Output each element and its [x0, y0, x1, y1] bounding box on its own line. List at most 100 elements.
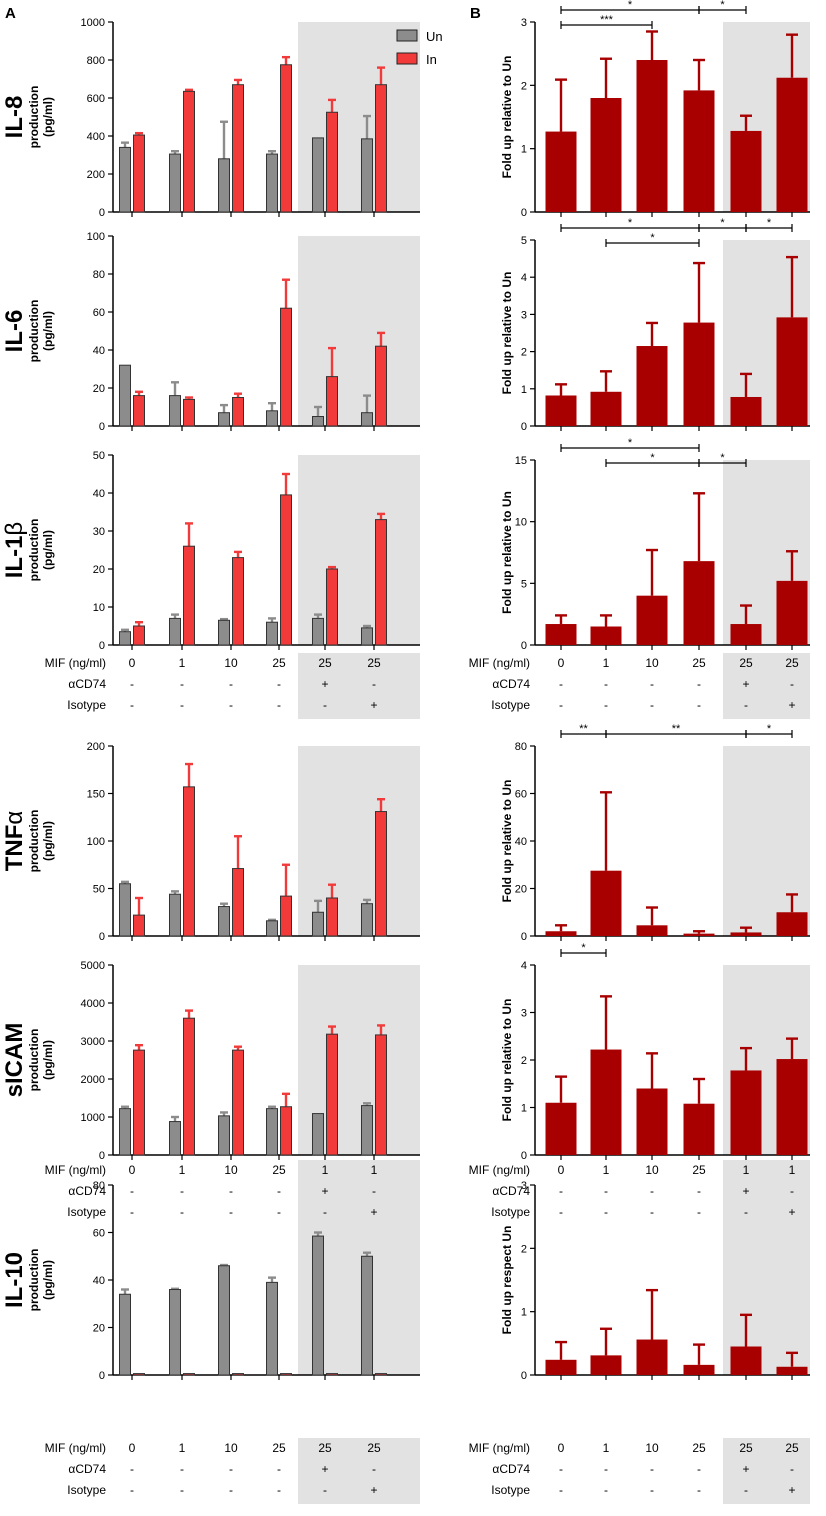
bar-in	[280, 895, 292, 937]
mif-value: 1	[603, 656, 610, 670]
bar-fold	[636, 346, 668, 426]
isotype-value: -	[650, 1205, 654, 1219]
sig-label: *	[628, 437, 633, 449]
cond-table-a-2: MIF (ng/ml) αCD74 Isotype 0 - - 1 - - 10 - - 25 - - 1 + -…	[45, 1160, 420, 1226]
bar-un	[218, 412, 230, 427]
chart-TNFa-A: 0 50 100 150 200	[87, 741, 420, 943]
unit-label: (pg/ml)	[41, 1260, 55, 1300]
y-tick-label: 40	[93, 1275, 105, 1287]
mif-value: 25	[785, 656, 799, 670]
isotype-value: +	[788, 1205, 795, 1219]
mif-value: 1	[743, 1163, 750, 1177]
bar-un	[361, 138, 373, 213]
bar-in	[280, 1106, 292, 1156]
isotype-value: +	[788, 1483, 795, 1497]
bar-fold	[683, 561, 715, 645]
y-tick-label: 1	[521, 144, 527, 156]
sig-label: *	[628, 0, 633, 11]
y-tick-label: 0	[99, 931, 105, 943]
cd74-label: αCD74	[68, 1462, 106, 1476]
cd74-value: -	[277, 1184, 281, 1198]
isotype-label: Isotype	[67, 698, 106, 712]
y-tick-label: 20	[93, 564, 105, 576]
bar-in	[133, 1373, 145, 1376]
production-label: production	[27, 1029, 41, 1092]
y-tick-label: 10	[515, 517, 527, 529]
bar-fold	[683, 1103, 715, 1155]
cd74-value: -	[697, 677, 701, 691]
y-tick-label: 100	[87, 231, 105, 243]
bar-in	[183, 398, 195, 427]
mif-value: 0	[129, 656, 136, 670]
chart-IL-6-B: 0 1 2 3 4 5 Fold up relative to Un * * * *	[500, 217, 810, 433]
mif-value: 0	[558, 656, 565, 670]
bar-fold	[590, 626, 622, 645]
bar-un	[312, 911, 324, 937]
bar-un	[218, 619, 230, 646]
bar-fold	[730, 396, 762, 426]
mif-value: 25	[367, 1441, 381, 1455]
isotype-label: Isotype	[491, 1205, 530, 1219]
sig-label: *	[767, 217, 772, 229]
cytokine-title: sICAM	[1, 1023, 28, 1098]
y-tick-label: 0	[521, 207, 527, 219]
y-tick-label: 1	[521, 1103, 527, 1115]
y-tick-label: 2	[521, 80, 527, 92]
cd74-value: -	[130, 1462, 134, 1476]
y-tick-label: 80	[515, 741, 527, 753]
isotype-value: +	[788, 698, 795, 712]
chart-IL-10-B: 0 1 2 3 Fold up respect Un	[500, 1180, 810, 1382]
cd74-value: -	[130, 1184, 134, 1198]
y-tick-label: 20	[93, 1323, 105, 1335]
mif-value: 25	[739, 1441, 753, 1455]
mif-label: MIF (ng/ml)	[45, 656, 106, 670]
cd74-value: +	[321, 1184, 328, 1198]
cd74-value: -	[790, 1184, 794, 1198]
bar-in	[326, 568, 338, 646]
sig-label: *	[767, 723, 772, 735]
bar-un	[312, 1235, 324, 1376]
mif-value: 1	[179, 1441, 186, 1455]
bar-un	[169, 1121, 181, 1156]
isotype-value: -	[277, 1483, 281, 1497]
cd74-value: -	[559, 1462, 563, 1476]
y-tick-label: 40	[93, 345, 105, 357]
cd74-value: -	[650, 1184, 654, 1198]
isotype-value: -	[559, 698, 563, 712]
cd74-value: -	[559, 677, 563, 691]
isotype-value: -	[229, 1483, 233, 1497]
cytokine-title: IL-1β	[1, 522, 28, 578]
y-tick-label: 3	[521, 1008, 527, 1020]
isotype-value: -	[697, 1205, 701, 1219]
y-tick-label: 1	[521, 1307, 527, 1319]
bar-un	[119, 1108, 131, 1156]
y-tick-label: 80	[93, 1180, 105, 1192]
unit-label: (pg/ml)	[41, 821, 55, 861]
bar-fold	[776, 77, 808, 212]
unit-label: (pg/ml)	[41, 97, 55, 137]
chart-IL-6-A: 0 20 40 60 80 100	[87, 231, 420, 433]
unit-label: (pg/ml)	[41, 530, 55, 570]
y-tick-label: 0	[99, 207, 105, 219]
y-tick-label: 40	[515, 836, 527, 848]
unit-label: (pg/ml)	[41, 1040, 55, 1080]
production-label: production	[27, 300, 41, 363]
y-tick-label: 50	[93, 884, 105, 896]
bar-in	[183, 786, 195, 937]
mif-value: 25	[272, 1441, 286, 1455]
shaded-region	[298, 1160, 420, 1226]
bar-in	[280, 494, 292, 646]
isotype-value: -	[277, 698, 281, 712]
bar-in	[133, 625, 145, 646]
y-tick-label: 200	[87, 169, 105, 181]
bar-un	[361, 1105, 373, 1156]
isotype-value: -	[744, 1205, 748, 1219]
y-tick-label: 40	[93, 488, 105, 500]
mif-value: 10	[645, 1163, 659, 1177]
y-tick-label: 60	[93, 1228, 105, 1240]
y-tick-label: 0	[521, 1370, 527, 1382]
bar-in	[326, 1033, 338, 1156]
row-title-6: IL-10 production (pg/ml)	[1, 1249, 55, 1312]
isotype-value: -	[744, 698, 748, 712]
bar-fold	[590, 1355, 622, 1375]
